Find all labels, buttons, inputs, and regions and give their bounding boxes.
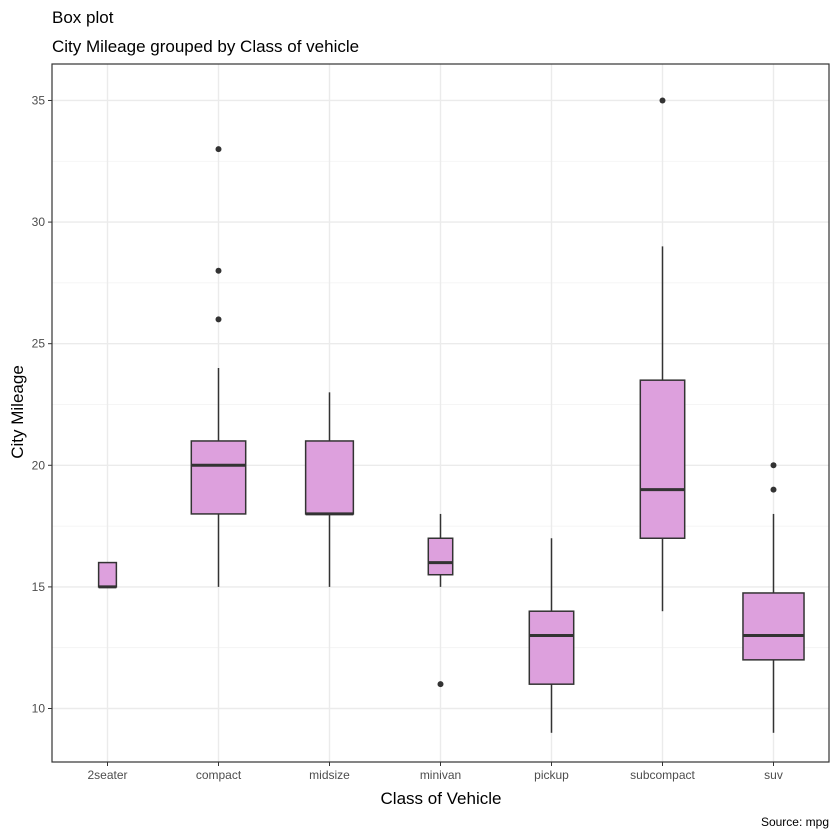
- boxes-layer: [97, 97, 805, 733]
- box-compact: [190, 440, 247, 515]
- y-axis-title: City Mileage: [8, 365, 27, 459]
- box-pickup: [528, 610, 575, 685]
- y-tick-label: 35: [32, 93, 46, 107]
- outlier-point: [770, 486, 777, 493]
- outlier-point: [215, 316, 222, 323]
- x-tick-label: compact: [196, 768, 242, 782]
- chart-subtitle: City Mileage grouped by Class of vehicle: [52, 37, 359, 56]
- box-subcompact: [639, 379, 686, 540]
- x-axis-title: Class of Vehicle: [381, 789, 502, 808]
- box-suv: [742, 592, 805, 661]
- box-minivan: [427, 537, 454, 576]
- y-tick-label: 30: [32, 215, 46, 229]
- outlier-point: [215, 146, 222, 153]
- y-tick-label: 10: [32, 701, 46, 715]
- outlier-point: [770, 462, 777, 469]
- x-tick-label: minivan: [420, 768, 461, 782]
- x-tick-label: suv: [764, 768, 783, 782]
- y-tick-label: 15: [32, 580, 46, 594]
- axes-layer: 10 15 20 25 30 35 2seater compact midsize minivan…: [32, 93, 783, 782]
- chart-title: Box plot: [52, 8, 114, 27]
- outlier-point: [659, 97, 666, 104]
- box-midsize: [304, 440, 355, 515]
- y-tick-label: 25: [32, 337, 46, 351]
- outlier-point: [215, 267, 222, 274]
- outlier-point: [437, 681, 444, 688]
- x-tick-label: 2seater: [87, 768, 127, 782]
- box-2seater: [97, 561, 118, 588]
- x-tick-label: midsize: [309, 768, 350, 782]
- x-tick-label: subcompact: [630, 768, 695, 782]
- x-tick-label: pickup: [534, 768, 569, 782]
- y-tick-label: 20: [32, 458, 46, 472]
- chart-caption: Source: mpg: [761, 815, 829, 829]
